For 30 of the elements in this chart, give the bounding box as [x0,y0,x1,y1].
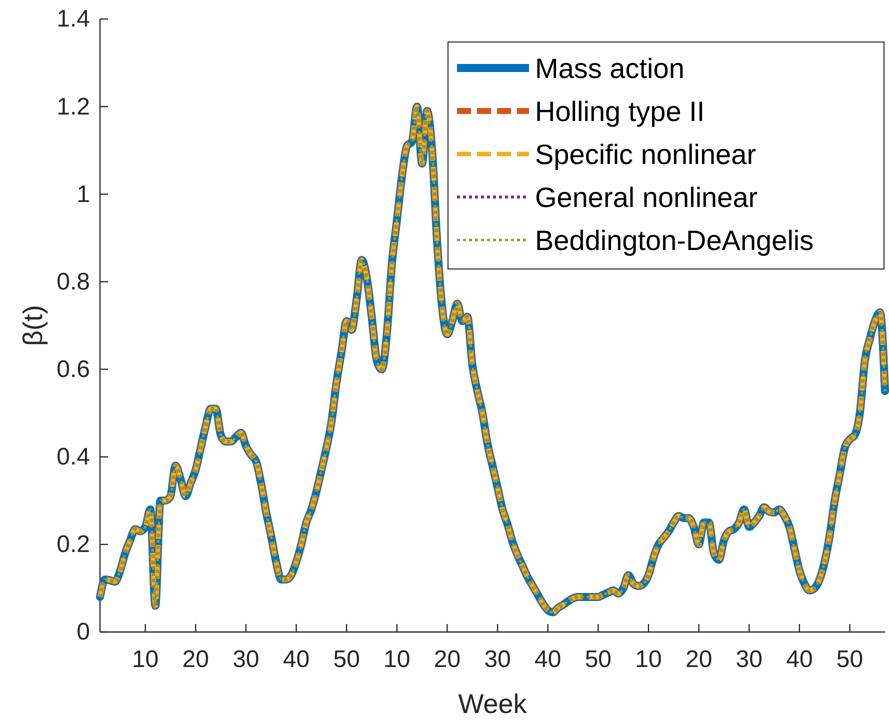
y-tick-label: 0.8 [56,268,90,296]
x-tick-label: 30 [232,646,260,674]
x-tick-label: 50 [836,646,864,674]
x-tick-label: 30 [484,646,511,674]
x-tick-label: 50 [584,646,612,674]
x-tick-label: 40 [282,646,310,674]
y-tick-label: 1.2 [56,93,90,120]
x-tick-label: 10 [384,646,410,674]
x-tick-label: 20 [434,646,461,674]
x-tick-label: 40 [534,646,562,674]
y-tick-label: 0.2 [56,531,90,558]
y-tick-label: 1 [76,180,90,208]
x-tick-label: 20 [182,646,209,674]
y-axis-title: β(t) [18,304,48,346]
x-axis-title: Week [458,689,528,719]
x-tick-label: 10 [132,646,159,674]
y-tick-label: 0.4 [56,444,90,471]
legend-label: Beddington-DeAngelis [535,225,814,256]
legend-label: Mass action [535,53,684,84]
y-tick-label: 0.6 [56,356,90,383]
x-tick-label: 50 [333,646,360,674]
y-tick-label: 1.4 [56,6,90,33]
x-tick-label: 10 [635,646,662,674]
x-tick-label: 20 [685,646,712,674]
y-tick-label: 0 [76,618,90,646]
legend-label: Holling type II [535,96,705,127]
legend-label: Specific nonlinear [535,139,756,170]
x-tick-label: 40 [786,646,813,674]
legend-label: General nonlinear [535,182,758,213]
x-tick-label: 30 [736,646,762,674]
